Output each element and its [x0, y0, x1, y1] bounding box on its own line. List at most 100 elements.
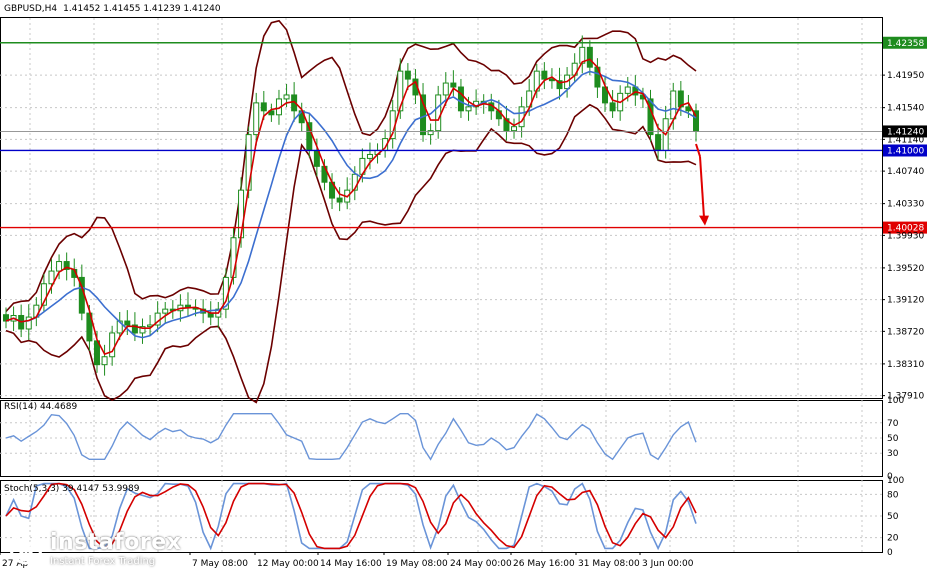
price-tick-label: 1.39120 [887, 296, 924, 306]
instaforex-watermark: instaforex Instant Forex Trading [6, 528, 196, 568]
price-tick-label: 1.39520 [887, 264, 924, 274]
rsi-tick-label: 70 [887, 419, 899, 429]
instaforex-logo-icon [9, 531, 43, 565]
candle-body [450, 82, 457, 88]
arrow-link [695, 143, 701, 157]
price-level-label: 1.41000 [887, 146, 924, 156]
candle-body [336, 197, 343, 203]
price-tick-label: 1.41540 [887, 104, 924, 114]
bollinger-bands [5, 19, 697, 404]
stoch-main-line [5, 482, 697, 551]
price-tick-label: 1.40330 [887, 200, 924, 210]
horizontal-levels [0, 42, 882, 229]
candle-body [101, 356, 108, 366]
candle-body [670, 90, 677, 120]
candle-body [48, 270, 55, 285]
candle-body [253, 102, 260, 136]
candle-body [109, 332, 116, 358]
ma-fast-line [5, 58, 697, 356]
watermark-tagline: Instant Forex Trading [50, 556, 156, 567]
candle-body [268, 110, 275, 116]
price-tick-label: 1.39930 [887, 231, 924, 241]
candle-body [609, 102, 616, 112]
candle-body [465, 106, 472, 112]
price-tick-label: 1.40740 [887, 167, 924, 177]
candle-body [3, 314, 9, 322]
time-tick-label: 3 Jun 00:00 [642, 559, 694, 569]
time-tick-label: 12 May 00:00 [257, 559, 319, 569]
price-tick-label: 1.38310 [887, 360, 924, 370]
bollinger-lower [5, 103, 697, 404]
price-tick-label: 1.41140 [887, 135, 924, 145]
candle-body [511, 126, 518, 132]
candle-body [655, 134, 662, 151]
candle-body [162, 308, 169, 314]
candle-body [25, 316, 32, 330]
candle-body [427, 130, 434, 136]
stoch-panel: 100 80 50 20 0 [0, 476, 904, 558]
price-axis: 1.42358 1.41950 1.41540 1.412401.411401.410… [882, 36, 927, 402]
candle-body [291, 94, 298, 112]
candle-body [63, 261, 70, 270]
candle-body [131, 324, 138, 334]
price-tick-label: 1.41950 [887, 71, 924, 81]
price-level-box [883, 144, 927, 157]
time-tick-label: 26 May 16:00 [513, 559, 575, 569]
price-level-label: 1.40028 [887, 224, 924, 234]
current-price-label: 1.41240 [887, 127, 924, 137]
price-tick-label: 1.38720 [887, 327, 924, 337]
time-tick-label: 14 May 16:00 [320, 559, 382, 569]
candle-body [404, 70, 411, 80]
time-tick-label: 31 May 08:00 [578, 559, 640, 569]
stoch-signal-line [5, 482, 697, 550]
candle-body [139, 326, 146, 334]
candle-body [586, 46, 593, 68]
time-tick-label: 7 May 08:00 [192, 559, 248, 569]
time-tick-label: 24 May 00:00 [450, 559, 512, 569]
candle-body [457, 86, 464, 112]
time-tick-label: 19 May 08:00 [386, 559, 448, 569]
candle-body [503, 118, 510, 132]
rsi-label: RSI(14) 44.4689 [4, 402, 77, 412]
rsi-tick-label: 30 [887, 449, 899, 459]
rsi-line [5, 413, 697, 461]
moving-averages [5, 58, 697, 356]
stoch-tick-label: 0 [887, 548, 893, 558]
current-price-box [883, 125, 927, 138]
candle-body [260, 102, 267, 112]
price-level-box [883, 36, 927, 49]
stoch-tick-label: 20 [887, 534, 899, 544]
stoch-label: Stoch(5,3,3) 39.4147 53.9989 [4, 484, 140, 494]
rsi-tick-label: 0 [887, 472, 893, 482]
price-tick-label: 1.37910 [887, 392, 924, 402]
candle-body [245, 134, 252, 191]
watermark-brand: instaforex [50, 530, 182, 555]
rsi-tick-label: 100 [887, 396, 904, 406]
candle-body [56, 261, 63, 272]
candle-body [397, 70, 404, 112]
arrow-shaft [699, 156, 705, 218]
stoch-tick-label: 100 [887, 476, 904, 486]
candle-body [420, 94, 427, 136]
candle-body [556, 80, 563, 90]
symbol-label: GBPUSD,H4 1.41452 1.41455 1.41239 1.41240 [4, 4, 221, 14]
candle-body [40, 283, 47, 306]
price-level-label: 1.42358 [887, 39, 924, 49]
candle-body [283, 94, 290, 100]
candle-body [624, 86, 631, 94]
price-level-box [883, 221, 927, 234]
candle-body [541, 70, 548, 80]
forecast-arrow [695, 143, 709, 226]
rsi-panel: 100 70 50 30 0 [0, 396, 904, 482]
time-axis: 27 Ap 7 May 08:00 12 May 00:00 14 May 16:00… [0, 552, 694, 569]
rsi-tick-label: 50 [887, 434, 899, 444]
candle-body [351, 173, 358, 191]
candle-body [366, 153, 373, 159]
arrow-head [699, 215, 709, 226]
candle-body [435, 94, 442, 132]
ma-slow-line [5, 70, 697, 339]
stoch-tick-label: 80 [887, 490, 899, 500]
time-tick-label: 27 Ap [2, 559, 28, 569]
candle-body [124, 320, 131, 326]
